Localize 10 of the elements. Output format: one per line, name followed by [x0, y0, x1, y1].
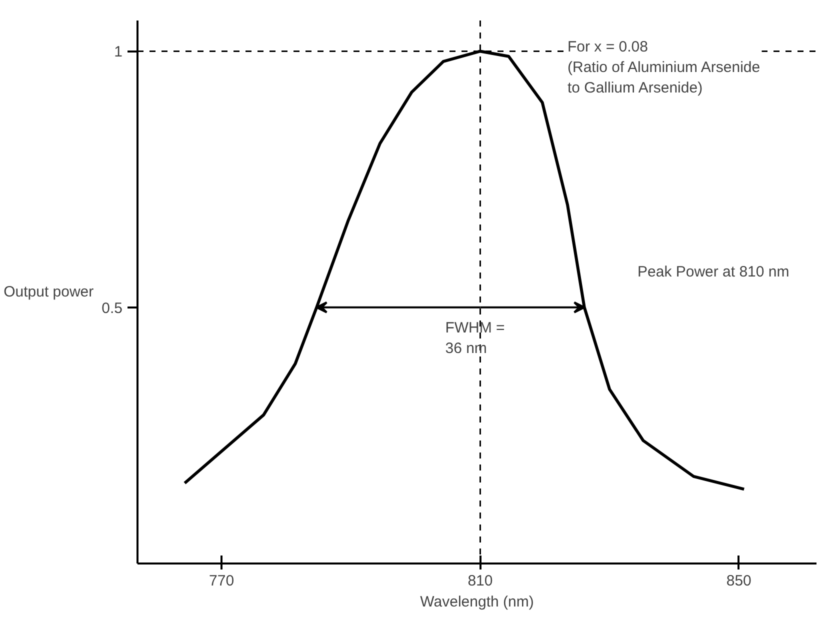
x-tick-label: 770 — [209, 572, 234, 590]
x-tick-label: 810 — [468, 572, 493, 590]
x-axis-title: Wavelength (nm) — [420, 594, 534, 610]
annotation: For x = 0.08 (Ratio of Aluminium Arsenide to Gallium Arsenide) — [568, 38, 760, 96]
x-tick-label: 850 — [726, 572, 752, 590]
annotation: Peak Power at 810 nm — [638, 264, 790, 280]
y-axis-title: Output power — [4, 284, 94, 300]
y-tick-label: 0.5 — [102, 300, 123, 317]
annotation: FWHM = 36 nm — [445, 319, 506, 357]
y-tick-label: 1 — [114, 44, 122, 61]
